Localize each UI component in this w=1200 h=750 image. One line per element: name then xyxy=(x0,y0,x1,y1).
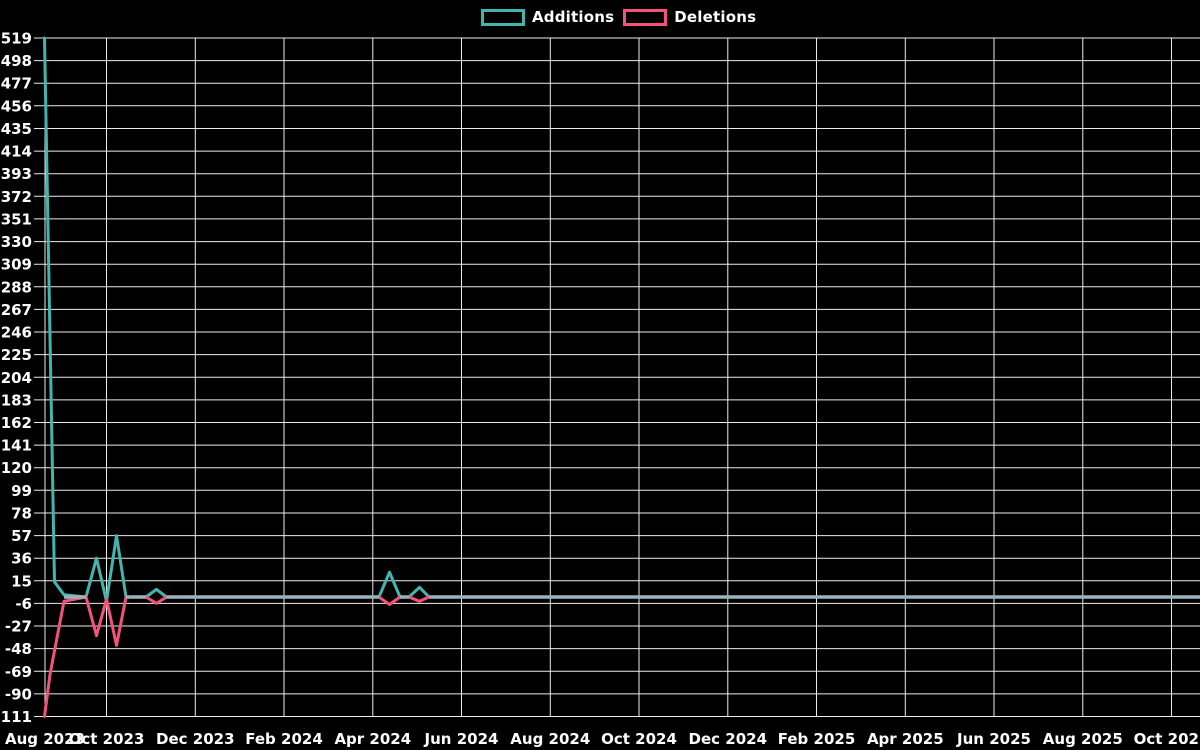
y-axis-tick-label: 519 xyxy=(1,30,32,48)
y-axis-tick-label: -69 xyxy=(5,663,32,681)
legend-item-deletions[interactable]: Deletions xyxy=(623,8,756,26)
y-axis-tick-label: 15 xyxy=(11,572,32,590)
y-axis-tick-label: 204 xyxy=(1,369,32,387)
y-axis-tick-label: 246 xyxy=(1,324,32,342)
y-axis-tick-label: 351 xyxy=(1,210,32,228)
y-axis-tick-label: 288 xyxy=(1,278,32,296)
chart-legend: Additions Deletions xyxy=(481,8,756,26)
y-axis-tick-label: 225 xyxy=(1,346,32,364)
x-axis-tick-label: Aug 2024 xyxy=(510,730,590,748)
x-axis-tick-label: Jun 2025 xyxy=(956,730,1031,748)
x-axis-tick-label: Jun 2024 xyxy=(424,730,499,748)
legend-label-additions: Additions xyxy=(532,8,615,26)
y-axis-tick-label: 36 xyxy=(11,550,32,568)
y-axis-tick-label: 183 xyxy=(1,391,32,409)
y-axis-tick-label: 141 xyxy=(1,437,32,455)
x-axis-tick-label: Feb 2024 xyxy=(245,730,323,748)
y-axis-tick-label: 57 xyxy=(11,527,32,545)
y-axis-tick-label: -27 xyxy=(5,618,32,636)
y-axis-tick-label: 267 xyxy=(1,301,32,319)
y-axis-tick-label: -6 xyxy=(15,595,32,613)
y-axis-tick-label: 498 xyxy=(1,52,32,70)
legend-item-additions[interactable]: Additions xyxy=(481,8,614,26)
deletions-swatch-icon xyxy=(623,8,668,26)
y-axis-tick-label: 309 xyxy=(1,256,32,274)
y-axis-tick-label: 99 xyxy=(11,482,32,500)
y-axis-tick-label: -48 xyxy=(5,640,32,658)
y-axis-tick-label: 477 xyxy=(1,75,32,93)
y-axis-tick-label: 162 xyxy=(1,414,32,432)
series-line-deletions xyxy=(43,595,1200,718)
x-axis-tick-label: Dec 2024 xyxy=(689,730,768,748)
x-axis-tick-label: Aug 2025 xyxy=(1043,730,1123,748)
y-axis-tick-label: 330 xyxy=(1,233,32,251)
y-axis-tick-label: 393 xyxy=(1,165,32,183)
x-axis-tick-label: Apr 2025 xyxy=(867,730,944,748)
y-axis-tick-label: 372 xyxy=(1,188,32,206)
additions-swatch-icon xyxy=(481,8,525,26)
y-axis-tick-label: 435 xyxy=(1,120,32,138)
legend-label-deletions: Deletions xyxy=(674,8,757,26)
y-axis-tick-label: 414 xyxy=(1,143,32,161)
y-axis-tick-label: 456 xyxy=(1,97,32,115)
y-axis-tick-label: 120 xyxy=(1,459,32,477)
y-axis-tick-label: -90 xyxy=(5,685,32,703)
x-axis-tick-label: Oct 2024 xyxy=(601,730,677,748)
y-axis-tick-label: -111 xyxy=(0,708,32,726)
y-axis-tick-label: 78 xyxy=(11,505,32,523)
x-axis-tick-label: Oct 2025 xyxy=(1134,730,1200,748)
x-axis-tick-label: Feb 2025 xyxy=(778,730,856,748)
series-line-additions xyxy=(43,36,1200,603)
x-axis-tick-label: Dec 2023 xyxy=(156,730,235,748)
x-axis-tick-label: Apr 2024 xyxy=(334,730,411,748)
x-axis-tick-label: Aug 2023 xyxy=(5,730,85,748)
x-axis-tick-label: Oct 2023 xyxy=(69,730,145,748)
